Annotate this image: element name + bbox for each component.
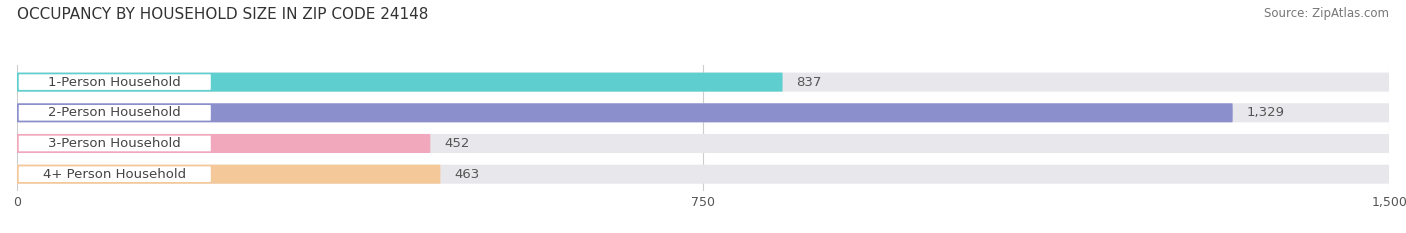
Text: 1,329: 1,329 bbox=[1246, 106, 1285, 119]
FancyBboxPatch shape bbox=[18, 105, 211, 121]
Text: 463: 463 bbox=[454, 168, 479, 181]
FancyBboxPatch shape bbox=[17, 165, 1389, 184]
Text: 837: 837 bbox=[796, 76, 821, 89]
FancyBboxPatch shape bbox=[17, 103, 1233, 122]
Text: 452: 452 bbox=[444, 137, 470, 150]
Text: 4+ Person Household: 4+ Person Household bbox=[44, 168, 187, 181]
FancyBboxPatch shape bbox=[17, 134, 430, 153]
FancyBboxPatch shape bbox=[17, 73, 783, 92]
FancyBboxPatch shape bbox=[18, 166, 211, 182]
FancyBboxPatch shape bbox=[18, 136, 211, 151]
FancyBboxPatch shape bbox=[17, 73, 1389, 92]
Text: 3-Person Household: 3-Person Household bbox=[48, 137, 181, 150]
Text: 1-Person Household: 1-Person Household bbox=[48, 76, 181, 89]
Text: 2-Person Household: 2-Person Household bbox=[48, 106, 181, 119]
FancyBboxPatch shape bbox=[18, 74, 211, 90]
FancyBboxPatch shape bbox=[17, 134, 1389, 153]
FancyBboxPatch shape bbox=[17, 165, 440, 184]
Text: Source: ZipAtlas.com: Source: ZipAtlas.com bbox=[1264, 7, 1389, 20]
Text: OCCUPANCY BY HOUSEHOLD SIZE IN ZIP CODE 24148: OCCUPANCY BY HOUSEHOLD SIZE IN ZIP CODE … bbox=[17, 7, 429, 22]
FancyBboxPatch shape bbox=[17, 103, 1389, 122]
